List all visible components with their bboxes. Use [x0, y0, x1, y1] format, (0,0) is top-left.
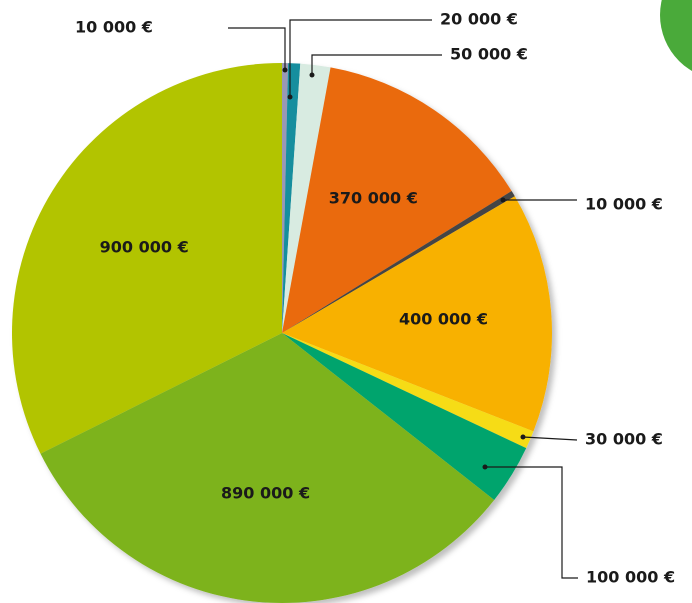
slice-label: 890 000 €	[221, 484, 310, 503]
slice-label: 10 000 €	[75, 18, 153, 37]
pie-slice	[282, 63, 331, 333]
pie-slice	[282, 63, 301, 333]
leader-line	[485, 466, 578, 579]
pie-slice	[282, 191, 515, 333]
slice-label: 10 000 €	[585, 195, 663, 214]
leader-dot	[500, 197, 506, 203]
pie-slice	[40, 333, 495, 603]
pie-slice	[282, 333, 534, 449]
corner-badge	[660, 0, 692, 71]
leader-dot	[287, 94, 293, 100]
pie-slice	[282, 333, 527, 500]
pie-slice	[282, 67, 512, 334]
slice-label: 900 000 €	[100, 237, 189, 256]
pie-slice	[11, 63, 282, 454]
leader-line	[289, 19, 432, 97]
slice-label: 30 000 €	[585, 430, 663, 449]
leader-line	[311, 54, 442, 75]
slice-label: 50 000 €	[450, 45, 528, 64]
leader-line	[228, 27, 286, 70]
pie-slice	[282, 63, 289, 333]
leader-line	[522, 436, 578, 441]
pie-slice	[282, 196, 552, 432]
leader-dot	[520, 434, 526, 440]
slice-label: 100 000 €	[586, 568, 675, 587]
leader-dot	[309, 72, 315, 78]
leader-dot	[482, 464, 488, 470]
slice-label: 20 000 €	[440, 10, 518, 29]
slice-label: 370 000 €	[329, 189, 418, 208]
leader-dot	[282, 67, 288, 73]
pie	[11, 63, 552, 603]
slice-label: 400 000 €	[399, 310, 488, 329]
